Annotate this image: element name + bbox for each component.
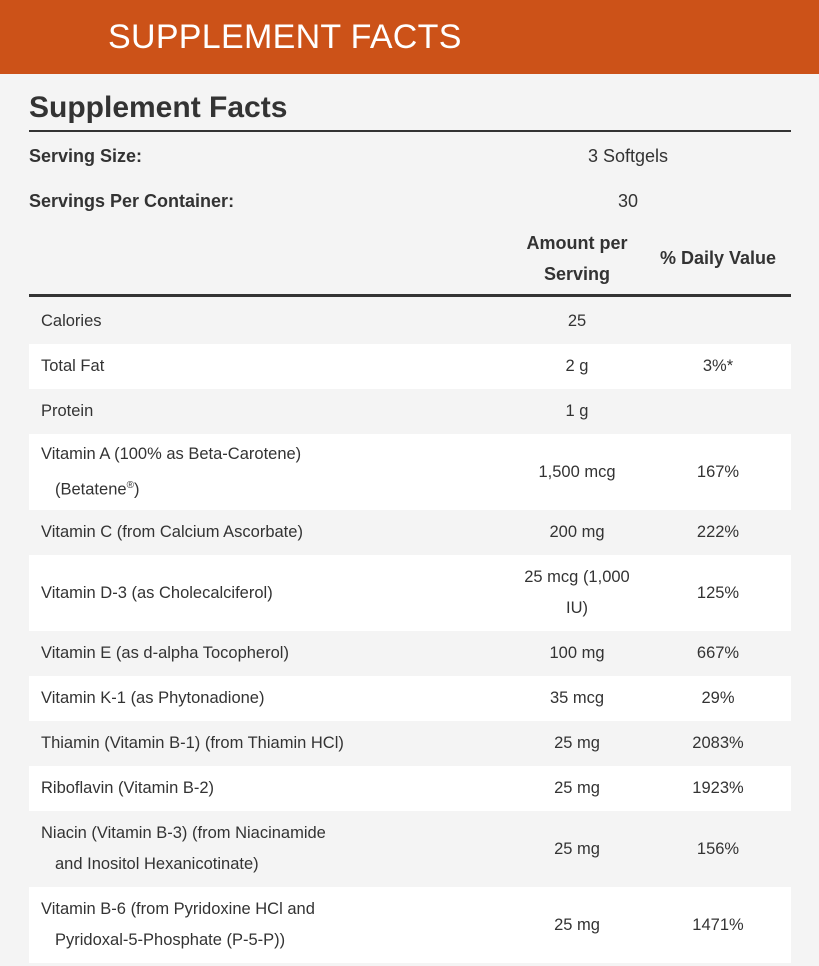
nutrient-name: Protein: [41, 402, 94, 420]
servings-per-container-row: Servings Per Container: 30: [29, 179, 791, 223]
serving-size-label: Serving Size:: [29, 146, 143, 166]
nutrient-daily-value: 125%: [696, 583, 740, 602]
nutrient-daily-value: 222%: [696, 523, 740, 541]
serving-size-value: 3 Softgels: [587, 146, 669, 166]
table-row: Vitamin C (from Calcium Ascorbate) 200 mg…: [29, 510, 791, 555]
nutrient-name: Vitamin E (as d-alpha Tocopherol): [41, 644, 289, 662]
nutrient-daily-value: 156%: [696, 839, 740, 858]
nutrient-amount: 200 mg: [549, 523, 605, 541]
table-row: Vitamin A (100% as Beta-Carotene) (Betate…: [29, 434, 791, 510]
panel-title: Supplement Facts: [29, 74, 791, 132]
supplement-facts-panel: Supplement Facts Serving Size: 3 Softgel…: [29, 74, 791, 963]
table-row: Protein 1 g: [29, 389, 791, 434]
daily-value-header: % Daily Value: [659, 248, 777, 268]
nutrient-daily-value: 1923%: [692, 779, 744, 797]
table-row: Vitamin E (as d-alpha Tocopherol) 100 mg 6…: [29, 631, 791, 676]
servings-per-container-label: Servings Per Container:: [29, 190, 235, 211]
nutrient-amount: 2 g: [565, 357, 589, 375]
table-row: Total Fat 2 g 3%*: [29, 344, 791, 389]
nutrient-amount: 25 mg: [554, 915, 600, 934]
nutrient-name: Thiamin (Vitamin B-1) (from Thiamin HCl): [41, 734, 344, 752]
serving-size-row: Serving Size: 3 Softgels: [29, 132, 791, 179]
nutrient-amount: 25 mg: [554, 734, 600, 752]
table-row: Thiamin (Vitamin B-1) (from Thiamin HCl)…: [29, 721, 791, 766]
nutrient-amount: 25 mg: [554, 779, 600, 797]
nutrient-amount: 25: [567, 312, 587, 330]
nutrient-name: Riboflavin (Vitamin B-2): [41, 779, 215, 797]
table-row: Vitamin B-6 (from Pyridoxine HCl and Pyri…: [29, 887, 791, 963]
nutrient-amount: 1 g: [565, 402, 589, 420]
table-header: Amount per Serving % Daily Value: [29, 223, 791, 297]
nutrient-daily-value: 29%: [701, 689, 735, 707]
nutrient-name: Niacin (Vitamin B-3) (from Niacinamide an…: [41, 824, 326, 873]
nutrient-amount: 35 mcg: [549, 689, 605, 707]
nutrient-amount: 25 mcg (1,000 IU): [524, 568, 630, 617]
nutrient-daily-value: 1471%: [692, 915, 744, 934]
nutrient-name: Vitamin C (from Calcium Ascorbate): [41, 523, 303, 541]
nutrient-amount: 25 mg: [554, 839, 600, 858]
amount-per-serving-header: Amount per Serving: [509, 228, 645, 290]
table-row: Calories 25: [29, 299, 791, 344]
servings-per-container-value: 30: [617, 190, 639, 211]
nutrient-name: Vitamin D-3 (as Cholecalciferol): [41, 583, 273, 602]
table-row: Vitamin D-3 (as Cholecalciferol) 25 mcg (…: [29, 555, 791, 631]
nutrient-name: Total Fat: [41, 357, 105, 375]
nutrient-amount: 100 mg: [549, 644, 605, 662]
nutrient-daily-value: 2083%: [692, 734, 744, 752]
nutrient-name: Vitamin B-6 (from Pyridoxine HCl and Pyri…: [41, 900, 315, 949]
table-row: Niacin (Vitamin B-3) (from Niacinamide an…: [29, 811, 791, 887]
nutrient-daily-value: 3%*: [702, 357, 734, 375]
table-row: Vitamin K-1 (as Phytonadione) 35 mcg 29%: [29, 676, 791, 721]
nutrient-daily-value: 167%: [696, 462, 740, 481]
nutrient-name: Vitamin A (100% as Beta-Carotene) (Betate…: [41, 444, 302, 499]
table-row: Riboflavin (Vitamin B-2) 25 mg 1923%: [29, 766, 791, 811]
nutrient-daily-value: 667%: [696, 644, 740, 662]
amount-header-line2: Serving: [543, 263, 611, 284]
nutrient-name: Vitamin K-1 (as Phytonadione): [41, 689, 265, 707]
nutrient-amount: 1,500 mcg: [538, 462, 616, 481]
banner-title: SUPPLEMENT FACTS: [108, 17, 462, 56]
amount-header-line1: Amount per: [526, 232, 628, 253]
header-banner: SUPPLEMENT FACTS: [0, 0, 819, 74]
nutrient-name: Calories: [41, 312, 102, 330]
nutrient-table: Calories 25 Total Fat 2 g 3%* Protein 1 g Vitam…: [29, 299, 791, 963]
